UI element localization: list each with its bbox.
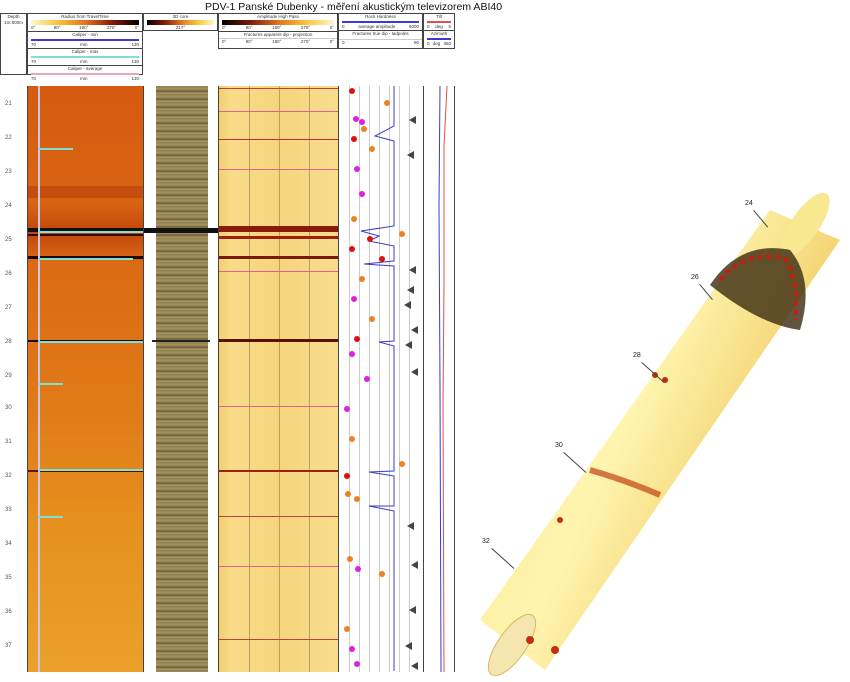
cylinder-depth-label: 32: [482, 538, 490, 545]
3d-core-image: [156, 86, 208, 672]
caliper-min-legend-line: [31, 39, 139, 41]
log-title: PDV-1 Panské Dubenky - měření akustickým…: [205, 1, 503, 13]
tilt-header: Tilt 0 deg 5 Azimuth 0 deg 360: [423, 13, 455, 49]
rock-hardness-header: Rock Hardness 0 average amplitude 6000 Fra…: [338, 13, 423, 49]
caliper-avg-legend-line: [31, 73, 139, 75]
radius-color-scale: [31, 20, 139, 25]
amplitude-track: [218, 86, 338, 672]
caliper-curve: [38, 86, 40, 672]
cylinder-depth-label: 24: [745, 200, 753, 207]
caliper-max-legend-line: [31, 56, 139, 58]
cylinder-depth-label: 26: [691, 274, 699, 281]
tilt-azimuth-track: [423, 86, 455, 672]
3d-core-track: [143, 86, 218, 672]
core-header: 3D core 217°: [143, 13, 218, 31]
depth-header: Depth 1m:500m: [0, 13, 27, 75]
radius-image-track: [27, 86, 143, 672]
amplitude-header: Amplitude High Pass 0° 90° 180° 270° 0° Frac…: [218, 13, 338, 49]
tilt-azimuth-curves: [438, 86, 448, 672]
cylinder-depth-label: 30: [555, 442, 563, 449]
cylinder-depth-label: 28: [633, 352, 641, 359]
3d-borehole-view: 24 26 28 30 32: [470, 180, 850, 677]
depth-track: 21 22 23 24 25 26 27 28 29 30 31 32 33 3…: [5, 101, 12, 649]
radius-header: Radius from TravelTime 0° 90° 180° 270° 0° C…: [27, 13, 143, 81]
3d-borehole-cylinder: [480, 192, 840, 677]
fractures-rock-hardness-track: [338, 86, 423, 672]
rock-hardness-curve: [360, 86, 395, 671]
